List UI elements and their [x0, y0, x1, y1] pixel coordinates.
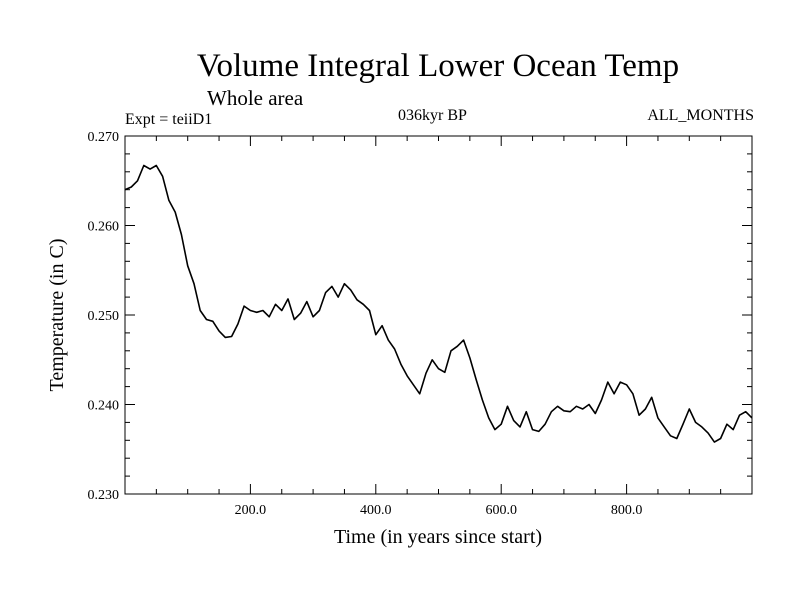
x-tick-label: 200.0: [235, 503, 267, 518]
y-tick-label: 0.270: [88, 130, 120, 145]
chart-subtitle: Whole area: [207, 86, 304, 110]
months-label: ALL_MONTHS: [647, 107, 754, 124]
series-line: [124, 164, 753, 443]
y-tick-label: 0.250: [88, 309, 120, 324]
experiment-label: Expt = teiiD1: [125, 111, 213, 128]
period-label: 036kyr BP: [398, 107, 467, 124]
x-tick-label: 600.0: [485, 503, 517, 518]
tick-labels: 200.0 400.0 600.0 800.0 0.230 0.240 0.250 0.260…: [88, 130, 643, 518]
y-tick-label: 0.230: [88, 488, 120, 503]
y-tick-label: 0.240: [88, 399, 120, 414]
x-tick-label: 400.0: [360, 503, 392, 518]
y-tick-label: 0.260: [88, 220, 120, 235]
x-tick-label: 800.0: [611, 503, 643, 518]
axis-ticks: [125, 136, 752, 494]
chart-title: Volume Integral Lower Ocean Temp: [196, 48, 680, 84]
y-axis-label: Temperature (in C): [46, 239, 68, 392]
x-axis-label: Time (in years since start): [334, 526, 542, 548]
plot-frame: [124, 135, 753, 495]
